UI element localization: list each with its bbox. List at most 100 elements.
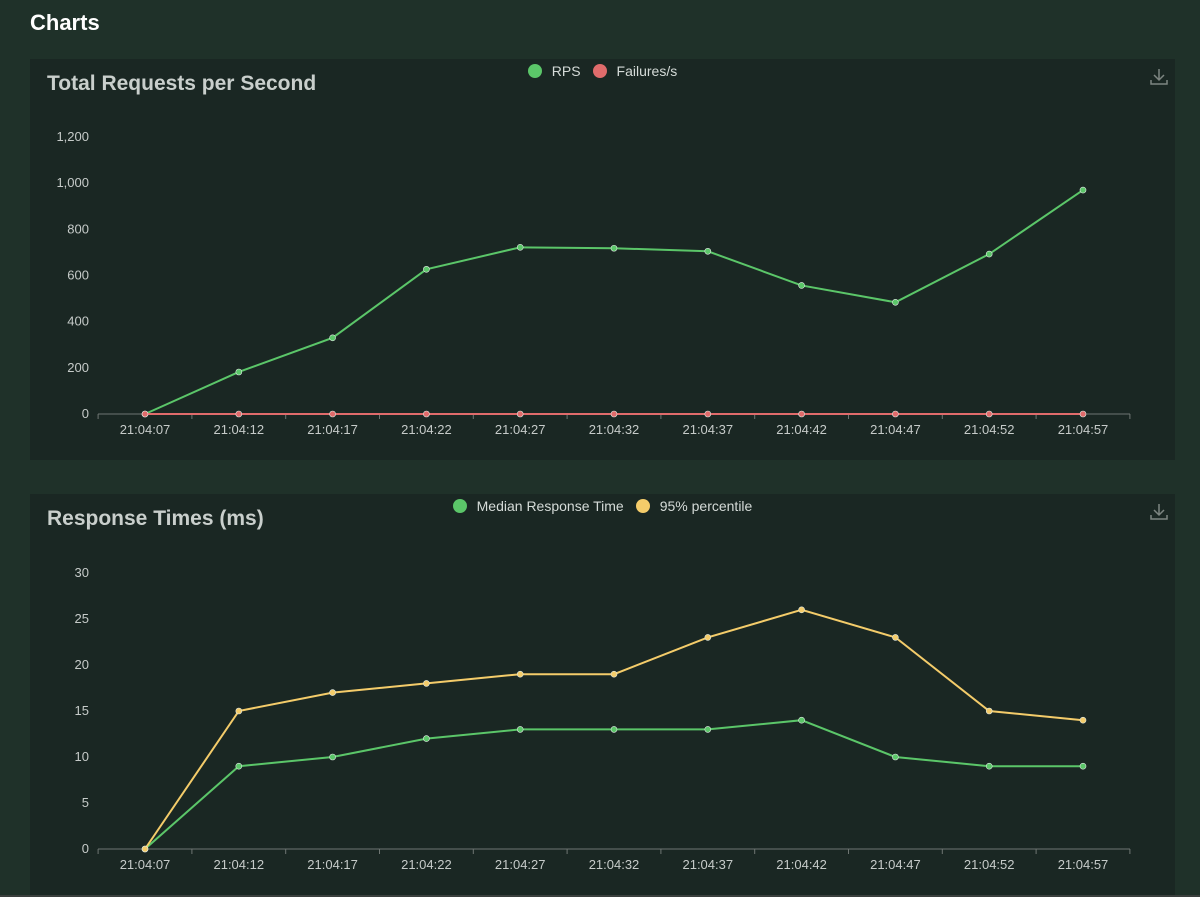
legend-dot-icon — [452, 499, 467, 513]
response-times-chart-panel: Response Times (ms) Median Response Time… — [30, 494, 1175, 897]
series-line — [144, 719, 1083, 850]
x-tick-label: 21:04:17 — [307, 422, 358, 437]
legend-dot-icon — [635, 499, 650, 513]
legend-label: Failures/s — [616, 63, 678, 79]
y-tick-label: 600 — [67, 268, 89, 283]
data-point[interactable] — [610, 726, 618, 733]
legend-label: Median Response Time — [476, 498, 624, 514]
data-point[interactable] — [892, 298, 899, 306]
y-tick-label: 0 — [82, 406, 89, 421]
data-point[interactable] — [704, 410, 712, 418]
data-point[interactable] — [1079, 186, 1087, 194]
data-point[interactable] — [704, 634, 712, 641]
y-tick-label: 15 — [75, 703, 89, 718]
y-tick-label: 1,000 — [56, 175, 89, 190]
x-tick-label: 21:04:37 — [682, 857, 733, 872]
legend-label: RPS — [551, 63, 581, 79]
legend-item-failures[interactable]: Failures/s — [592, 63, 678, 79]
x-tick-label: 21:04:12 — [213, 422, 264, 437]
data-point[interactable] — [235, 707, 243, 715]
response-times-legend: Median Response Time 95% percentile — [30, 498, 1175, 514]
data-point[interactable] — [423, 680, 430, 687]
series-line — [144, 189, 1084, 415]
download-icon[interactable] — [1149, 502, 1169, 522]
data-point[interactable] — [798, 606, 805, 614]
data-point[interactable] — [892, 410, 899, 418]
rps-plot: 0 200 400 600 800 1,000 1,200 21:04:07 21:04:12 2… — [56, 129, 1131, 437]
y-tick-label: 0 — [82, 841, 89, 856]
rps-chart-title: Total Requests per Second — [47, 72, 317, 95]
data-point[interactable] — [798, 282, 805, 289]
data-point[interactable] — [141, 410, 149, 418]
data-point[interactable] — [1079, 716, 1087, 724]
y-tick-label: 200 — [67, 360, 89, 375]
data-point[interactable] — [423, 265, 430, 273]
rps-chart-panel: Total Requests per Second RPS Failures/s… — [30, 59, 1175, 460]
data-point[interactable] — [985, 410, 993, 418]
x-tick-label: 21:04:12 — [213, 857, 264, 872]
data-point[interactable] — [610, 244, 618, 252]
data-point[interactable] — [423, 410, 430, 418]
y-tick-label: 30 — [75, 565, 89, 580]
y-tick-label: 800 — [67, 221, 89, 236]
page-title: Charts — [30, 10, 100, 35]
x-tick-label: 21:04:27 — [495, 422, 546, 437]
data-point[interactable] — [516, 244, 524, 251]
legend-dot-icon — [592, 64, 607, 78]
data-point[interactable] — [1079, 762, 1087, 770]
x-tick-label: 21:04:57 — [1058, 422, 1109, 437]
data-point[interactable] — [235, 762, 243, 770]
data-point[interactable] — [798, 716, 805, 724]
data-point[interactable] — [892, 634, 899, 641]
y-tick-label: 25 — [75, 611, 89, 626]
data-point[interactable] — [235, 368, 243, 376]
data-point[interactable] — [329, 334, 336, 342]
legend-item-95-percentile[interactable]: 95% percentile — [635, 498, 753, 514]
rps-legend: RPS Failures/s — [30, 63, 1175, 79]
x-tick-label: 21:04:37 — [682, 422, 733, 437]
download-icon[interactable] — [1149, 67, 1169, 87]
x-tick-label: 21:04:47 — [870, 422, 921, 437]
x-tick-label: 21:04:22 — [401, 422, 452, 437]
x-tick-label: 21:04:17 — [307, 857, 358, 872]
data-point[interactable] — [329, 410, 336, 418]
x-tick-label: 21:04:52 — [964, 422, 1015, 437]
x-tick-label: 21:04:27 — [495, 857, 546, 872]
window-edge — [0, 895, 1200, 897]
data-point[interactable] — [985, 250, 993, 258]
response-times-plot: 0 5 10 15 20 25 30 21:04:07 21:04:12 21:04:17 21:0… — [75, 565, 1131, 872]
x-tick-label: 21:04:47 — [870, 857, 921, 872]
data-point[interactable] — [329, 689, 336, 696]
x-tick-label: 21:04:42 — [776, 422, 827, 437]
legend-label: 95% percentile — [659, 498, 753, 514]
legend-item-median[interactable]: Median Response Time — [452, 498, 624, 514]
legend-item-rps[interactable]: RPS — [527, 63, 581, 79]
x-tick-label: 21:04:42 — [776, 857, 827, 872]
y-tick-label: 10 — [75, 749, 89, 764]
x-tick-label: 21:04:07 — [120, 857, 171, 872]
data-point[interactable] — [235, 410, 243, 418]
data-point[interactable] — [141, 845, 149, 853]
data-point[interactable] — [798, 410, 805, 418]
x-tick-label: 21:04:52 — [964, 857, 1015, 872]
data-point[interactable] — [516, 410, 524, 418]
data-point[interactable] — [704, 247, 712, 255]
y-tick-label: 400 — [67, 314, 89, 329]
data-point[interactable] — [423, 735, 430, 742]
data-point[interactable] — [704, 726, 712, 733]
data-point[interactable] — [516, 726, 524, 733]
data-point[interactable] — [985, 707, 993, 715]
y-tick-label: 20 — [75, 657, 89, 672]
data-point[interactable] — [610, 670, 618, 678]
x-tick-label: 21:04:32 — [589, 422, 640, 437]
data-point[interactable] — [610, 410, 618, 418]
legend-dot-icon — [527, 64, 542, 78]
data-point[interactable] — [516, 670, 524, 678]
x-tick-label: 21:04:57 — [1058, 857, 1109, 872]
data-point[interactable] — [985, 762, 993, 770]
y-tick-label: 1,200 — [56, 129, 89, 144]
x-tick-label: 21:04:07 — [120, 422, 171, 437]
data-point[interactable] — [1079, 410, 1087, 418]
data-point[interactable] — [329, 753, 336, 761]
data-point[interactable] — [892, 753, 899, 761]
